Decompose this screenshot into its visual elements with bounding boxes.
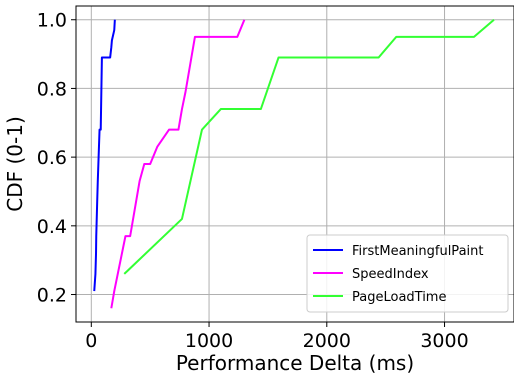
series-line-firstmeaningfulpaint xyxy=(93,19,116,292)
y-tick-label: 0.2 xyxy=(37,285,67,307)
plot-area-frame xyxy=(75,5,514,323)
grid xyxy=(76,6,514,322)
legend-box xyxy=(306,234,509,313)
x-tick-label: 0 xyxy=(85,330,97,352)
x-tick-label: 2000 xyxy=(303,330,351,352)
x-tick-label: 1000 xyxy=(185,330,233,352)
y-tick-label: 0.6 xyxy=(37,147,67,169)
x-axis-title: Performance Delta (ms) xyxy=(176,351,414,375)
legend-label: SpeedIndex xyxy=(352,267,429,282)
axis-ticks: 0 1000 2000 3000 0.2 0.4 0.6 0.8 1.0 xyxy=(37,10,469,352)
y-axis-title: CDF (0-1) xyxy=(3,116,27,212)
legend: FirstMeaningfulPaint SpeedIndex PageLoadTi… xyxy=(306,234,509,313)
series-line-pageloadtime xyxy=(123,18,495,275)
y-tick-label: 0.8 xyxy=(37,78,67,100)
x-tick-label: 3000 xyxy=(420,330,468,352)
y-tick-label: 1.0 xyxy=(37,10,67,32)
legend-label: PageLoadTime xyxy=(352,290,446,305)
series-line-speedindex xyxy=(110,19,246,309)
legend-label: FirstMeaningfulPaint xyxy=(352,244,483,259)
y-tick-label: 0.4 xyxy=(37,216,67,238)
series-lines xyxy=(93,18,495,309)
